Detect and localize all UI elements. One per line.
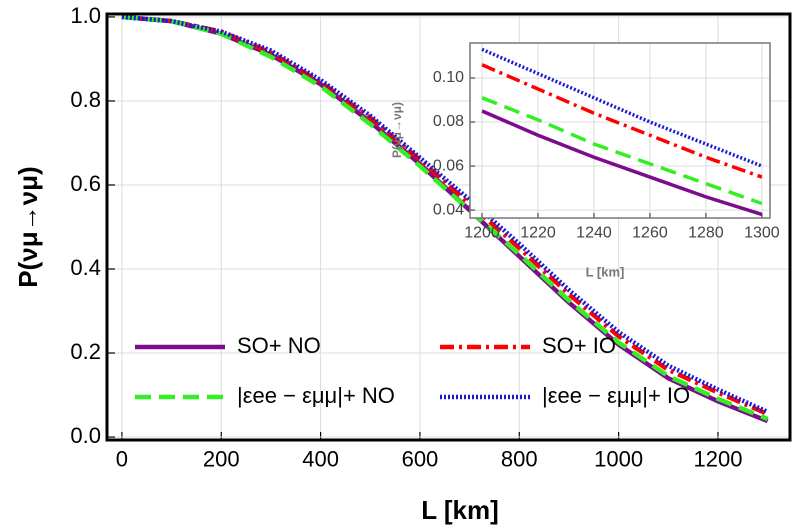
- x-tick-label: 600: [402, 447, 439, 472]
- legend-label: |εee − εμμ|+ IO: [542, 383, 690, 408]
- x-tick-label: 400: [302, 447, 339, 472]
- legend-label: SO+ IO: [542, 333, 616, 358]
- x-axis-label: L [km]: [586, 264, 625, 279]
- x-tick-label: 1240: [576, 224, 612, 241]
- x-tick-label: 1200: [693, 447, 742, 472]
- y-tick-label: 0.0: [70, 423, 101, 448]
- legend: SO+ NO SO+ IO |εee − εμμ|+ NO |εee − εμμ|+ …: [135, 333, 690, 408]
- inset-plot: 1200 1220 1240 1260 1280 1300 0.04 0.06 0.08 0.10…: [390, 42, 780, 279]
- x-tick-label: 1000: [594, 447, 643, 472]
- plot-frame: [469, 42, 771, 219]
- x-tick-label: 1200: [464, 224, 500, 241]
- plot-frame: [105, 12, 792, 442]
- series-line: [121, 14, 769, 422]
- x-tick-label: 0: [116, 447, 128, 472]
- legend-label: |εee − εμμ|+ NO: [237, 383, 395, 408]
- x-tick-label: 200: [203, 447, 240, 472]
- y-tick-label: 0.08: [433, 113, 464, 130]
- x-tick-label: 1220: [520, 224, 556, 241]
- x-tick-label: 800: [501, 447, 538, 472]
- x-tick-label: 1260: [632, 224, 668, 241]
- series-line: [481, 63, 763, 179]
- x-tick-label: 1280: [688, 224, 724, 241]
- legend-label: SO+ NO: [237, 333, 321, 358]
- x-axis-label: L [km]: [421, 495, 499, 525]
- y-axis-label: P(νμ→νμ): [390, 102, 404, 158]
- plot-background: [470, 43, 770, 218]
- series-line: [481, 47, 763, 168]
- y-tick-label: 0.06: [433, 157, 464, 174]
- y-axis-label: P(νμ→νμ): [13, 166, 43, 287]
- y-tick-label: 0.6: [70, 171, 101, 196]
- x-tick-label: 1300: [744, 224, 780, 241]
- series-line: [481, 96, 763, 206]
- y-tick-label: 0.4: [70, 255, 101, 280]
- y-tick-label: 0.04: [433, 201, 464, 218]
- y-tick-label: 0.10: [433, 69, 464, 86]
- y-tick-label: 1.0: [70, 3, 101, 28]
- series-line: [121, 14, 769, 414]
- y-tick-label: 0.8: [70, 87, 101, 112]
- series-line: [481, 109, 763, 217]
- y-tick-label: 0.2: [70, 339, 101, 364]
